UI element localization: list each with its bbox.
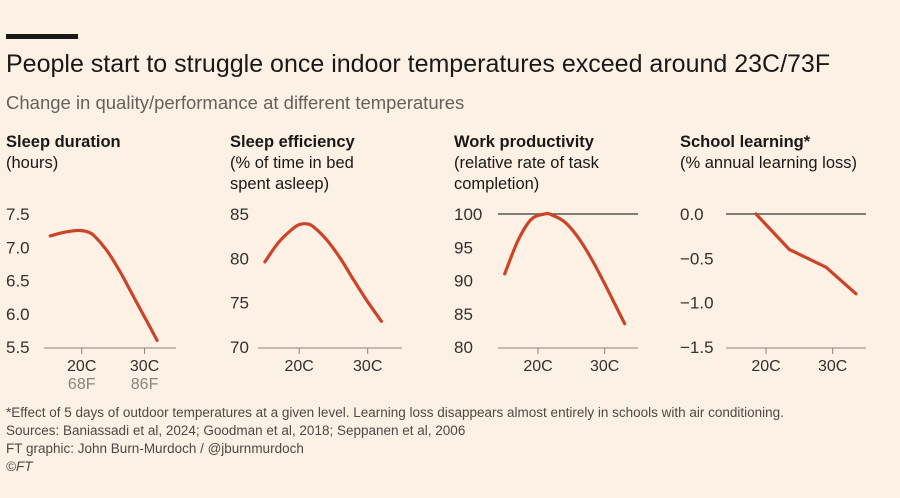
y-tick-label: 75 — [230, 294, 249, 313]
panel-unit: (% of time in bed spent asleep) — [230, 154, 354, 193]
x-tick-sublabel: 86F — [131, 376, 159, 393]
panel-head-sleep-duration: Sleep duration (hours) — [6, 132, 216, 174]
y-tick-label: 70 — [230, 338, 249, 357]
x-tick-label: 20C — [751, 358, 780, 375]
y-tick-label: 80 — [230, 249, 249, 268]
panel-unit: (relative rate of task completion) — [454, 154, 599, 193]
x-tick-sublabel: 68F — [68, 376, 96, 393]
chart-title: People start to struggle once indoor tem… — [6, 50, 831, 78]
x-tick-label: 30C — [353, 358, 382, 375]
series-line — [503, 211, 627, 326]
y-tick-label: 7.0 — [6, 238, 30, 257]
series-line — [263, 222, 383, 323]
credit: FT graphic: John Burn-Murdoch / @jburnmu… — [6, 441, 304, 456]
panel-title: Sleep efficiency — [230, 133, 355, 151]
y-tick-label: 5.5 — [6, 338, 30, 357]
footer: *Effect of 5 days of outdoor temperature… — [6, 404, 784, 476]
series-line — [48, 228, 159, 342]
y-tick-label: 0.0 — [680, 205, 704, 224]
y-tick-label: 80 — [454, 338, 473, 357]
y-tick-label: 95 — [454, 238, 473, 257]
copyright: ©FT — [6, 459, 33, 474]
x-tick-label: 20C — [284, 358, 313, 375]
y-tick-label: 7.5 — [6, 205, 30, 224]
y-tick-label: 6.0 — [6, 305, 30, 324]
panel-unit: (% annual learning loss) — [680, 154, 858, 172]
brand-bar — [6, 34, 78, 39]
x-tick-label: 30C — [818, 358, 847, 375]
x-tick-label: 30C — [130, 358, 159, 375]
panel-title: Work productivity — [454, 133, 594, 151]
y-tick-label: 6.5 — [6, 272, 30, 291]
x-tick-label: 20C — [67, 358, 96, 375]
sources: Sources: Baniassadi et al, 2024; Goodman… — [6, 423, 466, 438]
y-tick-label: 100 — [454, 205, 482, 224]
panel-title: School learning* — [680, 133, 811, 151]
series-line — [754, 212, 858, 296]
panel-head-sleep-efficiency: Sleep efficiency (% of time in bed spent… — [230, 132, 440, 195]
panel-head-school-learning: School learning* (% annual learning loss… — [680, 132, 890, 174]
y-tick-label: −0.5 — [680, 249, 714, 268]
chart-subtitle: Change in quality/performance at differe… — [6, 92, 465, 113]
panel-unit: (hours) — [6, 154, 59, 172]
y-tick-label: −1.0 — [680, 294, 714, 313]
y-tick-label: −1.5 — [680, 338, 714, 357]
y-tick-label: 85 — [454, 305, 473, 324]
footnote: *Effect of 5 days of outdoor temperature… — [6, 405, 784, 420]
y-tick-label: 90 — [454, 272, 473, 291]
y-tick-label: 85 — [230, 205, 249, 224]
x-tick-label: 30C — [590, 358, 619, 375]
x-tick-label: 20C — [523, 358, 552, 375]
panel-head-work-productivity: Work productivity (relative rate of task… — [454, 132, 664, 195]
panel-title: Sleep duration — [6, 133, 121, 151]
